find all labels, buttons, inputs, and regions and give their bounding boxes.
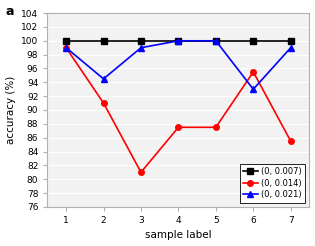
(0, 0.021) xyxy=(102,77,106,80)
(0, 0.021) xyxy=(64,46,68,49)
(0, 0.014) xyxy=(214,126,218,129)
Legend: (0, 0.007), (0, 0.014), (0, 0.021): (0, 0.007), (0, 0.014), (0, 0.021) xyxy=(239,164,305,203)
(0, 0.007) xyxy=(139,39,143,42)
(0, 0.007) xyxy=(214,39,218,42)
(0, 0.021) xyxy=(214,39,218,42)
Text: a: a xyxy=(5,5,14,18)
(0, 0.007) xyxy=(102,39,106,42)
Line xyxy=(63,38,294,44)
(0, 0.007) xyxy=(251,39,255,42)
Line xyxy=(63,45,294,175)
(0, 0.007) xyxy=(289,39,293,42)
Y-axis label: accuracy (%): accuracy (%) xyxy=(6,76,15,144)
(0, 0.014) xyxy=(102,102,106,105)
X-axis label: sample label: sample label xyxy=(145,231,212,240)
(0, 0.014) xyxy=(139,171,143,174)
(0, 0.021) xyxy=(289,46,293,49)
(0, 0.021) xyxy=(176,39,180,42)
(0, 0.021) xyxy=(251,88,255,91)
(0, 0.007) xyxy=(176,39,180,42)
(0, 0.014) xyxy=(251,70,255,73)
(0, 0.014) xyxy=(289,140,293,143)
(0, 0.021) xyxy=(139,46,143,49)
Line xyxy=(63,38,294,92)
(0, 0.014) xyxy=(64,46,68,49)
(0, 0.014) xyxy=(176,126,180,129)
(0, 0.007) xyxy=(64,39,68,42)
